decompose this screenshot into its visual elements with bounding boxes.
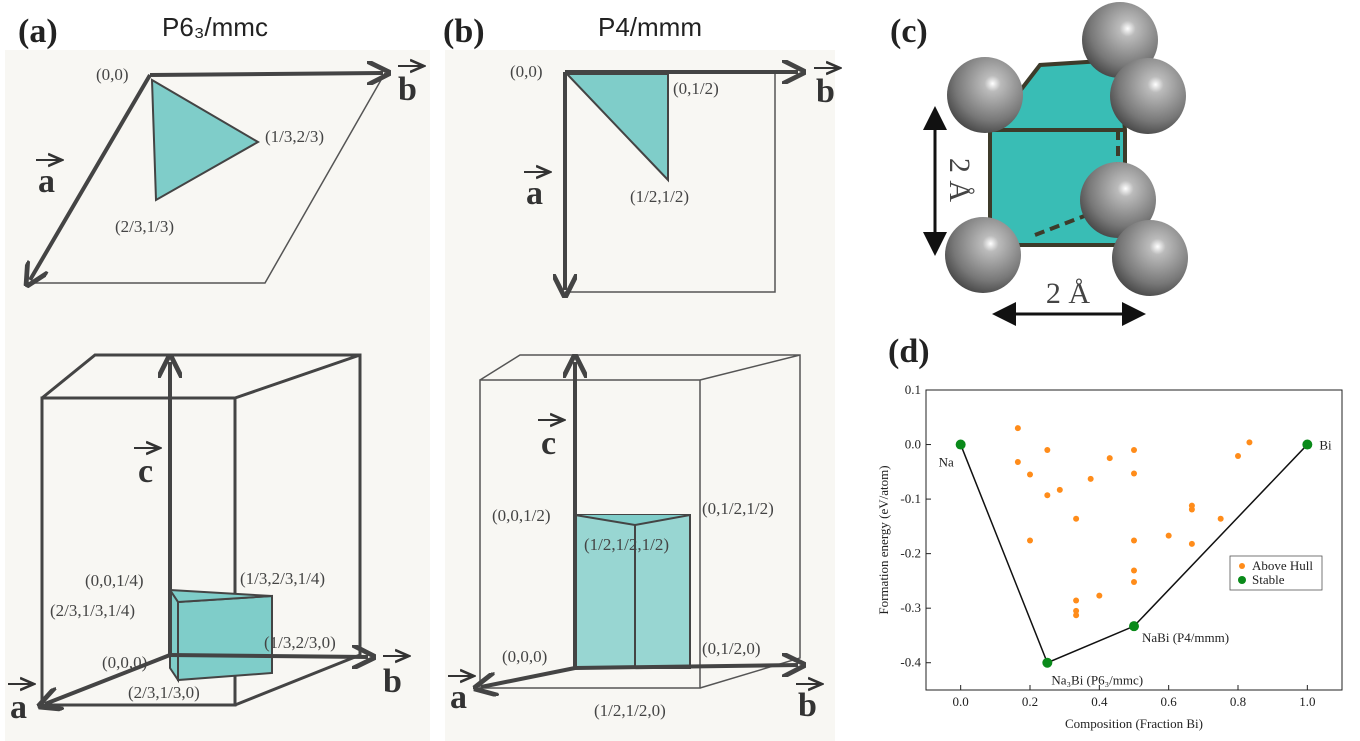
y-axis-label: Formation energy (eV/atom) xyxy=(876,465,891,614)
vector-label: b xyxy=(383,663,402,700)
x-tick-label: 0.6 xyxy=(1161,694,1178,709)
vector-label: b xyxy=(816,73,835,110)
legend-marker xyxy=(1238,576,1246,584)
x-axis-label: Composition (Fraction Bi) xyxy=(1065,716,1203,731)
x-tick-label: 1.0 xyxy=(1299,694,1315,709)
y-tick-label: -0.3 xyxy=(900,600,921,615)
y-tick-label: 0.1 xyxy=(905,382,921,397)
vector-label: a xyxy=(38,163,55,200)
panel-title: P6₃/mmc xyxy=(162,12,268,42)
point-label: (0,1/2) xyxy=(673,79,719,98)
point-label: (1/3,2/3,0) xyxy=(264,633,336,652)
point-annotation: NaBi (P4/mmm) xyxy=(1142,630,1229,645)
point-label: (1/2,1/2) xyxy=(630,187,689,206)
legend-marker xyxy=(1239,563,1245,569)
vector-label: c xyxy=(138,453,153,490)
data-point xyxy=(1166,533,1172,539)
vector-label: a xyxy=(450,679,467,716)
data-point xyxy=(1096,593,1102,599)
vector-label: a xyxy=(10,689,27,726)
vector-label: b xyxy=(398,71,417,108)
data-point xyxy=(1131,568,1137,574)
data-point xyxy=(1129,621,1139,631)
point-label: (2/3,1/3,0) xyxy=(128,683,200,702)
data-point xyxy=(1044,447,1050,453)
data-point xyxy=(956,440,966,450)
data-point xyxy=(1073,612,1079,618)
data-point xyxy=(1088,476,1094,482)
point-label: (0,0) xyxy=(510,62,543,81)
data-point xyxy=(1131,447,1137,453)
legend-label: Above Hull xyxy=(1252,558,1313,573)
point-annotation: Na₃Bi (P6₃/mmc) xyxy=(1051,673,1143,688)
x-tick-label: 0.0 xyxy=(953,694,969,709)
data-point xyxy=(1042,658,1052,668)
point-label: (0,0,0) xyxy=(502,647,547,666)
data-point xyxy=(1131,470,1137,476)
point-label: (0,0) xyxy=(96,65,129,84)
point-label: (1/3,2/3) xyxy=(265,127,324,146)
data-point xyxy=(1131,538,1137,544)
point-annotation: Na xyxy=(939,455,954,470)
data-point xyxy=(1027,538,1033,544)
point-label: (0,0,1/4) xyxy=(85,571,144,590)
vector-label: a xyxy=(526,175,543,212)
data-point xyxy=(1107,455,1113,461)
x-tick-label: 0.8 xyxy=(1230,694,1246,709)
point-label: (2/3,1/3) xyxy=(115,217,174,236)
panel-label: (a) xyxy=(18,13,58,50)
point-label: (0,0,1/2) xyxy=(492,506,551,525)
panel-label: (b) xyxy=(443,13,485,50)
point-annotation: Bi xyxy=(1319,438,1332,453)
point-label: (0,0,0) xyxy=(102,653,147,672)
dimension-label: 2 Å xyxy=(943,158,976,203)
dimension-label: 2 Å xyxy=(1046,277,1091,310)
data-point xyxy=(1015,459,1021,465)
y-tick-label: -0.2 xyxy=(900,546,921,561)
y-tick-label: -0.4 xyxy=(900,655,921,670)
legend-label: Stable xyxy=(1252,572,1285,587)
data-point xyxy=(1189,506,1195,512)
point-label: (1/2,1/2,0) xyxy=(594,701,666,720)
data-point xyxy=(1073,598,1079,604)
point-label: (2/3,1/3,1/4) xyxy=(50,601,135,620)
data-point xyxy=(1027,472,1033,478)
panel-label: (d) xyxy=(888,333,930,370)
point-label: (1/3,2/3,1/4) xyxy=(240,569,325,588)
data-point xyxy=(1073,516,1079,522)
panel-title: P4/mmm xyxy=(598,12,702,42)
x-tick-label: 0.4 xyxy=(1091,694,1108,709)
panel-label: (c) xyxy=(890,13,928,50)
data-point xyxy=(1131,579,1137,585)
y-tick-label: 0.0 xyxy=(905,437,921,452)
vector-label: b xyxy=(798,687,817,724)
data-point xyxy=(1246,439,1252,445)
point-label: (1/2,1/2,1/2) xyxy=(584,535,669,554)
data-point xyxy=(1218,516,1224,522)
data-point xyxy=(1302,440,1312,450)
point-label: (0,1/2,1/2) xyxy=(702,499,774,518)
x-tick-label: 0.2 xyxy=(1022,694,1038,709)
data-point xyxy=(1015,425,1021,431)
data-point xyxy=(1235,453,1241,459)
chart: 0.0 0.2 0.4 0.6 0.8 1.0 0.1 0.0 -0.1 -0.2 -0.3 -0.4… xyxy=(900,382,1342,709)
vector-label: c xyxy=(541,425,556,462)
data-point xyxy=(1044,492,1050,498)
data-point xyxy=(1057,487,1063,493)
data-point xyxy=(1189,541,1195,547)
figure: (a) P6₃/mmc (0,0) (1/3,2/3) (2/3,1/3) a … xyxy=(0,0,1360,741)
point-label: (0,1/2,0) xyxy=(702,639,761,658)
y-tick-label: -0.1 xyxy=(900,491,921,506)
